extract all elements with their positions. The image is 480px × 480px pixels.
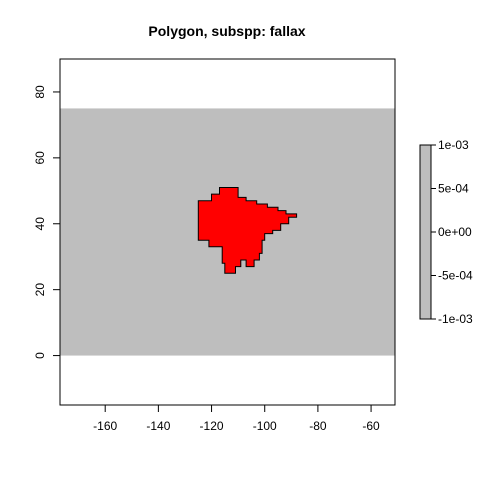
x-tick-label: -100: [253, 419, 277, 433]
y-tick-label: 40: [33, 217, 47, 231]
y-axis: 0 20 40 60 80: [33, 85, 61, 359]
x-tick-label: -140: [146, 419, 170, 433]
x-tick-label: -120: [200, 419, 224, 433]
x-axis: -160 -140 -120 -100 -80 -60: [93, 404, 380, 433]
map-area: [59, 58, 396, 406]
legend-colorbar: 1e-03 5e-04 0e+00 -5e-04 -1e-03: [419, 138, 473, 326]
colorbar-tick-label: 0e+00: [438, 225, 472, 239]
colorbar-ticks: 1e-03 5e-04 0e+00 -5e-04 -1e-03: [431, 138, 473, 326]
colorbar-swatch: [419, 144, 432, 320]
y-tick-label: 60: [33, 151, 47, 165]
colorbar-tick-label: 1e-03: [438, 138, 469, 152]
x-tick-label: -160: [93, 419, 117, 433]
colorbar-tick-label: -1e-03: [438, 312, 473, 326]
plot-title: Polygon, subspp: fallax: [148, 23, 305, 39]
range-polygon: [197, 187, 298, 274]
y-tick-label: 20: [33, 283, 47, 297]
colorbar-tick-label: -5e-04: [438, 269, 473, 283]
x-tick-label: -60: [362, 419, 380, 433]
x-tick-label: -80: [309, 419, 327, 433]
colorbar-tick-label: 5e-04: [438, 182, 469, 196]
y-tick-label: 80: [33, 85, 47, 99]
y-tick-label: 0: [33, 352, 47, 359]
